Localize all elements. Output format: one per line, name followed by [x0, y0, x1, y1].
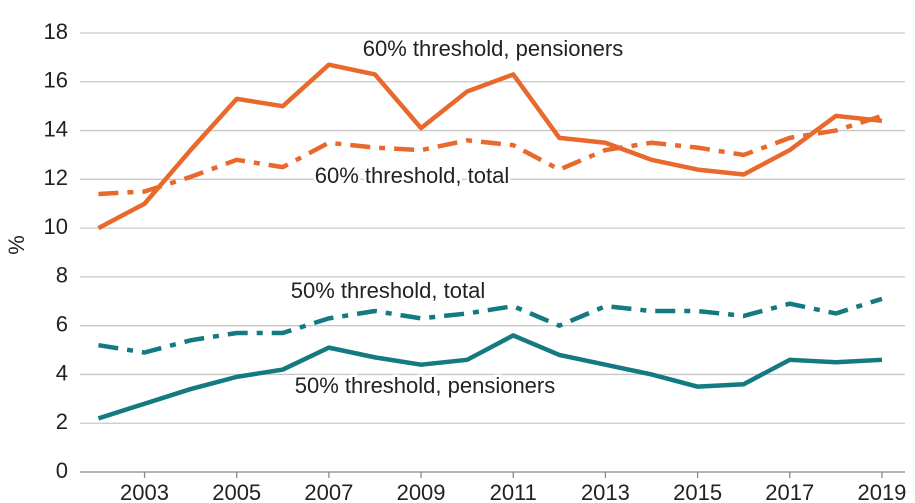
- y-tick-label: 0: [56, 458, 68, 483]
- series-line: [97, 62, 883, 231]
- series-label: 60% threshold, total: [315, 163, 509, 188]
- y-tick-label: 14: [44, 116, 68, 141]
- x-tick-label: 2011: [490, 480, 537, 503]
- y-tick-label: 2: [56, 409, 68, 434]
- y-tick-label: 6: [56, 311, 68, 336]
- series-label: 50% threshold, pensioners: [295, 373, 556, 398]
- y-tick-label: 4: [56, 360, 68, 385]
- y-tick-label: 10: [44, 214, 68, 239]
- y-axis-label: %: [4, 235, 29, 255]
- y-tick-label: 12: [44, 165, 68, 190]
- x-tick-label: 2003: [120, 480, 169, 503]
- y-tick-label: 18: [44, 19, 68, 44]
- x-tick-label: 2005: [212, 480, 261, 503]
- y-tick-label: 8: [56, 263, 68, 288]
- series-line: [98, 296, 883, 355]
- series-line: [98, 113, 883, 197]
- series-label: 60% threshold, pensioners: [363, 36, 624, 61]
- x-tick-label: 2017: [765, 480, 814, 503]
- y-tick-label: 16: [44, 68, 68, 93]
- series-label: 50% threshold, total: [291, 278, 485, 303]
- x-tick-label: 2013: [581, 480, 630, 503]
- x-tick-label: 2019: [857, 480, 906, 503]
- x-tick-label: 2007: [304, 480, 353, 503]
- x-tick-label: 2009: [397, 480, 446, 503]
- series-line: [97, 333, 883, 421]
- x-tick-label: 2015: [673, 480, 722, 503]
